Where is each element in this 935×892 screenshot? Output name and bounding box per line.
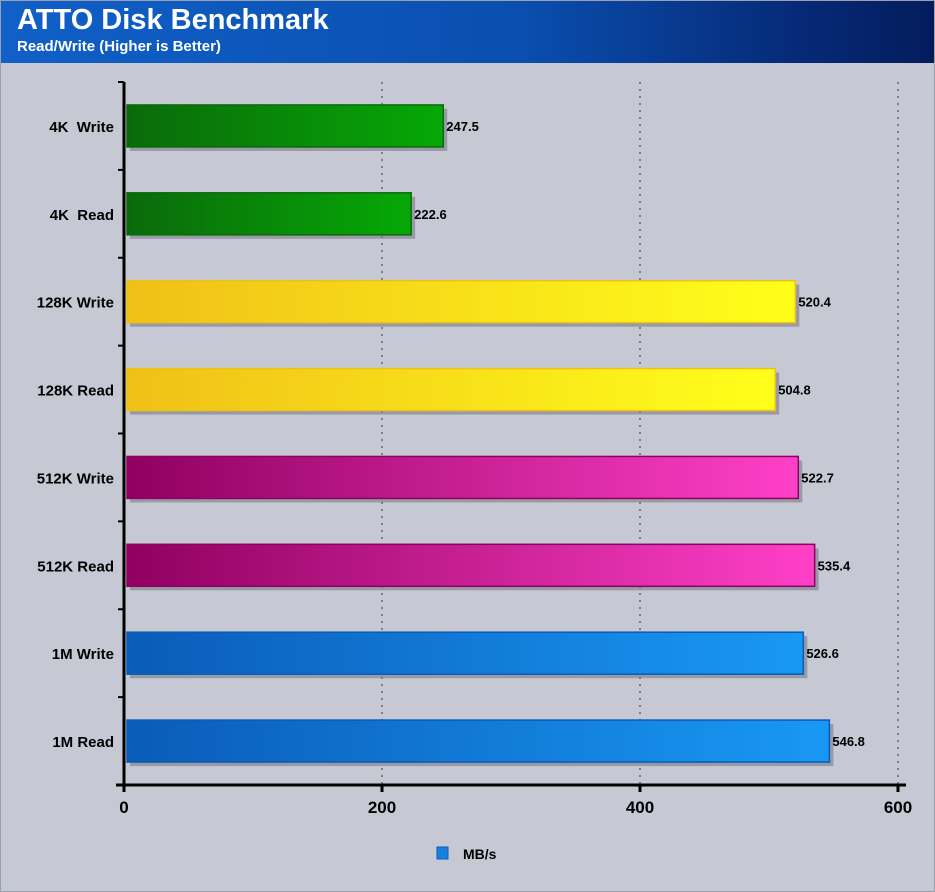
category-label: 128K Write	[37, 295, 114, 312]
category-label: 4K Read	[50, 207, 114, 224]
x-tick-label: 400	[626, 798, 654, 817]
bar	[126, 631, 805, 675]
bar	[126, 455, 800, 500]
data-label: 520.4	[798, 295, 831, 310]
chart-title: ATTO Disk Benchmark	[17, 4, 329, 36]
bar	[126, 192, 412, 236]
bar	[126, 279, 797, 324]
x-tick-label: 200	[368, 798, 396, 817]
bar	[126, 719, 831, 763]
data-label: 522.7	[801, 470, 834, 485]
x-tick-label: 600	[884, 798, 912, 817]
legend-swatch	[436, 846, 449, 860]
data-label: 247.5	[446, 119, 479, 134]
legend-label: MB/s	[463, 846, 497, 862]
data-label: 504.8	[778, 383, 811, 398]
category-label: 4K Write	[49, 119, 114, 136]
bar	[126, 104, 445, 148]
category-label: 512K Read	[37, 558, 114, 575]
category-label: 1M Write	[52, 646, 114, 663]
category-label: 512K Write	[37, 470, 114, 487]
data-label: 546.8	[832, 734, 865, 749]
category-label: 128K Read	[37, 383, 114, 400]
bar	[126, 367, 776, 412]
bar	[126, 543, 816, 588]
data-label: 535.4	[818, 558, 851, 573]
x-tick-label: 0	[119, 798, 128, 817]
category-label: 1M Read	[52, 734, 114, 751]
data-label: 222.6	[414, 207, 447, 222]
chart-subtitle: Read/Write (Higher is Better)	[17, 38, 221, 55]
chart-header: ATTO Disk Benchmark Read/Write (Higher i…	[0, 0, 935, 63]
data-label: 526.6	[806, 646, 839, 661]
